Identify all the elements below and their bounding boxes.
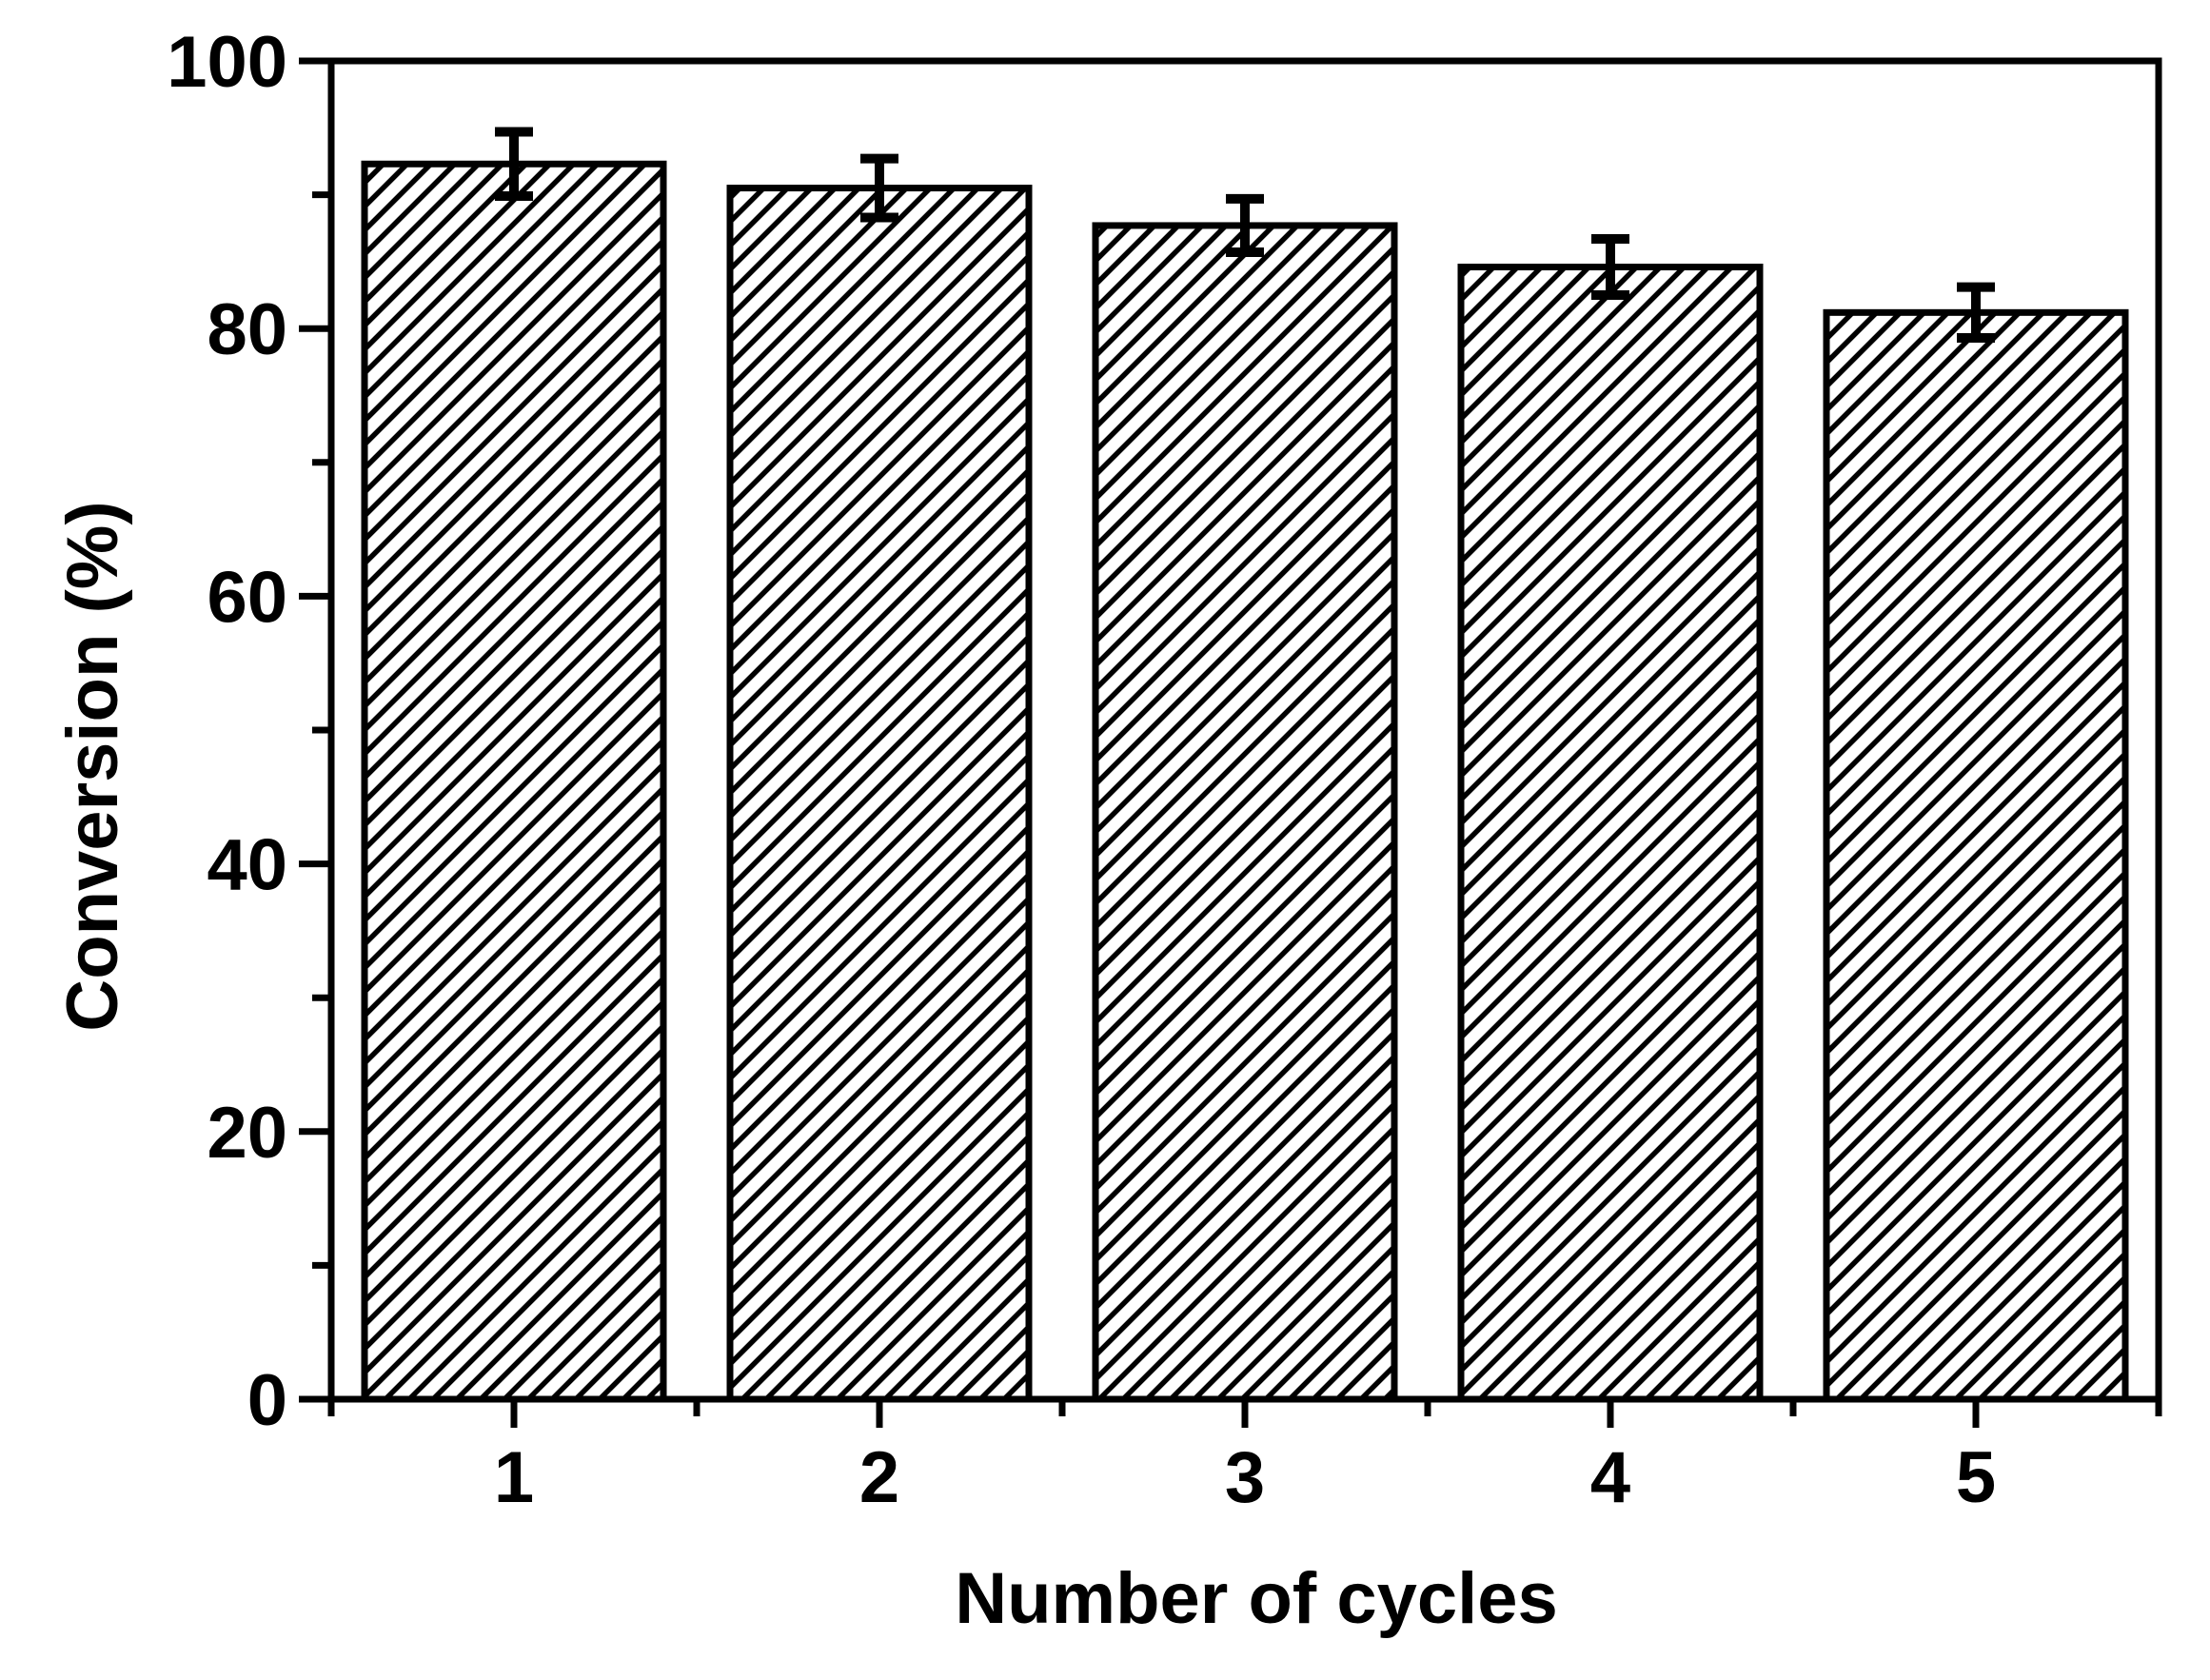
error-bar-cycle-1 bbox=[495, 127, 533, 202]
bar-cycle-3 bbox=[1092, 222, 1398, 1403]
y-tick-label: 80 bbox=[207, 289, 287, 370]
y-tick-label: 20 bbox=[207, 1093, 287, 1174]
error-bar-cycle-4 bbox=[1591, 233, 1629, 301]
y-tick-label: 100 bbox=[167, 22, 287, 103]
error-bar-cycle-5 bbox=[1957, 282, 1995, 344]
y-axis-title: Conversion (%) bbox=[52, 501, 133, 1031]
x-axis-title: Number of cycles bbox=[955, 1558, 1558, 1639]
bar-cycle-1 bbox=[361, 160, 667, 1403]
y-tick-label: 0 bbox=[247, 1360, 287, 1441]
bar-cycle-5 bbox=[1823, 308, 2129, 1403]
y-tick-label: 60 bbox=[207, 557, 287, 638]
bar-cycle-4 bbox=[1457, 264, 1764, 1403]
x-tick-label: 2 bbox=[859, 1437, 899, 1518]
bar-cycle-2 bbox=[726, 185, 1033, 1403]
x-tick-label: 1 bbox=[494, 1437, 534, 1518]
plot-layer: 0 20 40 60 80 100 1 2 3 4 5 bbox=[167, 22, 2162, 1518]
x-tick-label: 5 bbox=[1956, 1437, 1996, 1518]
y-tick-label: 40 bbox=[207, 825, 287, 906]
error-bar-cycle-2 bbox=[860, 153, 898, 223]
x-tick-label: 3 bbox=[1225, 1437, 1265, 1518]
x-tick-label: 4 bbox=[1590, 1437, 1630, 1518]
error-bar-cycle-3 bbox=[1226, 193, 1264, 258]
